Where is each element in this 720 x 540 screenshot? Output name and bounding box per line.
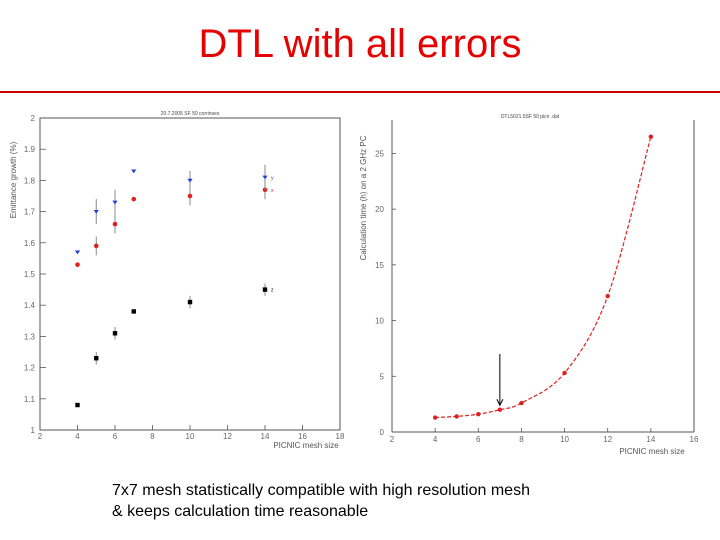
data-point bbox=[262, 175, 268, 180]
chart-header: 20.7.2005 SF 50 corrinses bbox=[161, 111, 220, 117]
x-tick-label: 8 bbox=[150, 432, 155, 441]
x-axis-label: PICNIC mesh size bbox=[273, 441, 339, 450]
y-tick-label: 25 bbox=[375, 149, 384, 158]
y-tick-label: 1.7 bbox=[24, 208, 36, 217]
data-point bbox=[131, 309, 136, 314]
x-tick-label: 12 bbox=[603, 435, 612, 444]
x-tick-label: 4 bbox=[433, 435, 438, 444]
caption-line-1: 7x7 mesh statistically compatible with h… bbox=[112, 482, 530, 499]
data-point bbox=[131, 169, 137, 174]
annotation-arrowhead bbox=[496, 399, 504, 407]
data-point bbox=[519, 400, 524, 406]
data-point bbox=[187, 193, 193, 199]
x-tick-label: 10 bbox=[186, 432, 195, 441]
caption: 7x7 mesh statistically compatible with h… bbox=[112, 480, 672, 522]
data-point bbox=[432, 415, 438, 420]
y-tick-label: 1.8 bbox=[24, 176, 36, 185]
title-divider bbox=[0, 91, 720, 93]
data-point bbox=[93, 210, 99, 214]
y-tick-label: 1.5 bbox=[24, 270, 36, 279]
x-tick-label: 4 bbox=[75, 432, 80, 441]
y-tick-label: 1.3 bbox=[24, 332, 36, 341]
data-point bbox=[454, 414, 459, 419]
y-tick-label: 1.6 bbox=[24, 239, 36, 248]
data-point bbox=[187, 178, 193, 183]
y-tick-label: 1.4 bbox=[24, 301, 36, 310]
time-points bbox=[432, 134, 654, 420]
x-tick-label: 6 bbox=[113, 432, 118, 441]
data-point bbox=[74, 250, 81, 255]
x-tick-label: 8 bbox=[519, 435, 524, 444]
series-label: y bbox=[271, 175, 274, 181]
series-z: z bbox=[75, 283, 274, 408]
data-point bbox=[648, 134, 654, 139]
data-point bbox=[562, 370, 567, 376]
caption-line-2: & keeps calculation time reasonable bbox=[112, 503, 369, 520]
y-tick-label: 2 bbox=[31, 114, 36, 123]
x-tick-label: 6 bbox=[476, 435, 481, 444]
x-tick-label: 2 bbox=[390, 435, 395, 444]
y-tick-label: 5 bbox=[380, 372, 385, 381]
y-tick-label: 1.1 bbox=[24, 395, 36, 404]
data-point bbox=[94, 356, 99, 361]
x-tick-label: 16 bbox=[690, 435, 699, 444]
y-tick-label: 20 bbox=[375, 205, 384, 214]
x-axis-label: PICNIC mesh size bbox=[619, 447, 685, 456]
data-point bbox=[75, 262, 80, 267]
data-point bbox=[131, 196, 137, 202]
x-tick-label: 18 bbox=[336, 432, 345, 441]
chart-header: DTL5021.5SF 50 picn .dat bbox=[501, 114, 560, 120]
y-tick-label: 15 bbox=[375, 261, 384, 270]
y-tick-label: 1.9 bbox=[24, 145, 36, 154]
series-label: x bbox=[271, 188, 274, 194]
series-y: y bbox=[74, 164, 274, 255]
chart-background bbox=[6, 102, 348, 452]
series-label: z bbox=[271, 288, 274, 294]
data-point bbox=[187, 299, 193, 305]
data-point bbox=[75, 402, 80, 408]
data-point bbox=[93, 243, 99, 249]
y-tick-label: 1.2 bbox=[24, 364, 36, 373]
calculation-time-chart: DTL5021.5SF 50 picn .dat 2 4 6 8 10 12 14 16 0 5 10… bbox=[356, 108, 712, 460]
y-tick-label: 1 bbox=[31, 426, 36, 435]
y-tick-label: 10 bbox=[375, 317, 384, 326]
chart-background bbox=[356, 108, 712, 460]
x-tick-label: 10 bbox=[560, 435, 569, 444]
y-axis-label: Emittance growth (%) bbox=[9, 141, 18, 218]
x-tick-label: 16 bbox=[298, 432, 307, 441]
x-tick-label: 12 bbox=[223, 432, 232, 441]
x-tick-label: 14 bbox=[646, 435, 655, 444]
data-point bbox=[497, 407, 503, 412]
data-point bbox=[262, 287, 268, 292]
data-point bbox=[112, 200, 118, 205]
data-point bbox=[605, 293, 610, 299]
y-axis-label: Calculation time (h) on a 2 GHz PC bbox=[359, 135, 368, 260]
x-tick-label: 14 bbox=[261, 432, 270, 441]
y-tick-label: 0 bbox=[380, 428, 385, 437]
data-point bbox=[112, 331, 118, 336]
data-point bbox=[476, 411, 481, 417]
data-point bbox=[112, 221, 118, 227]
slide-title: DTL with all errors bbox=[198, 22, 522, 66]
x-tick-label: 2 bbox=[38, 432, 43, 441]
